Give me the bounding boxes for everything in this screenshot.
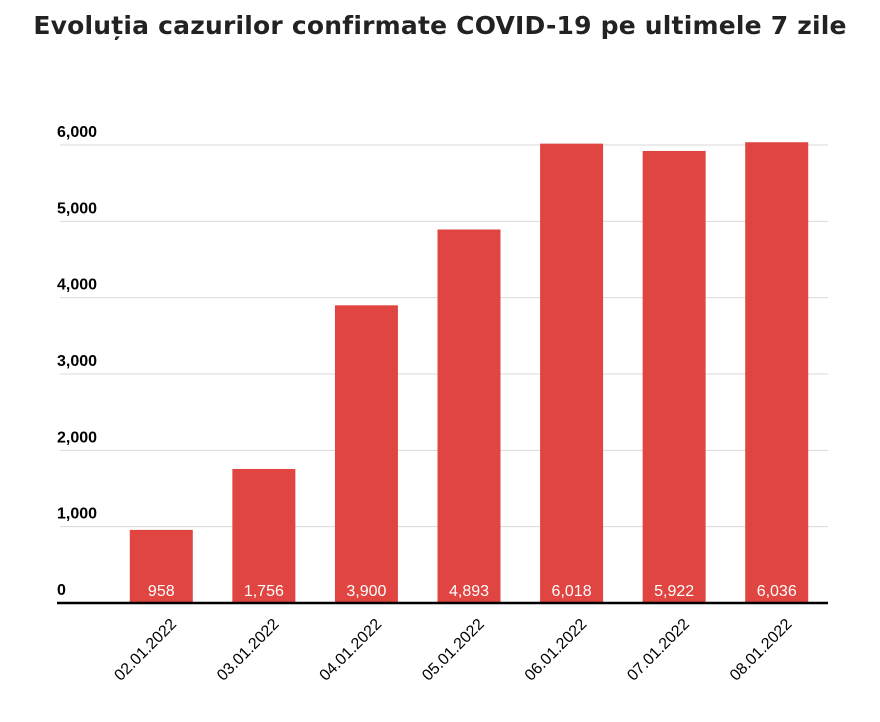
y-tick-label: 1,000: [57, 506, 97, 523]
x-category-label: 08.01.2022: [727, 616, 796, 685]
x-category-label: 05.01.2022: [419, 616, 488, 685]
y-tick-label: 0: [57, 582, 66, 599]
x-category-label: 07.01.2022: [624, 616, 693, 685]
chart-title: Evoluția cazurilor confirmate COVID-19 p…: [33, 11, 847, 40]
bar: [745, 142, 809, 603]
bar: [334, 305, 398, 603]
bars: [129, 142, 809, 604]
x-category-label: 06.01.2022: [522, 616, 591, 685]
bar-value-label: 1,756: [244, 583, 284, 600]
bar: [540, 143, 604, 603]
y-tick-label: 4,000: [57, 277, 97, 294]
x-category-label: 03.01.2022: [214, 616, 283, 685]
x-category-label: 02.01.2022: [111, 616, 180, 685]
bar-value-label: 958: [148, 583, 175, 600]
bar: [642, 150, 706, 604]
bar-value-label: 4,893: [449, 583, 489, 600]
bar-value-label: 3,900: [346, 583, 386, 600]
x-axis-category-labels: 02.01.2022 03.01.2022 04.01.2022 05.01.2022…: [111, 616, 795, 685]
y-tick-label: 5,000: [57, 200, 97, 217]
y-tick-label: 3,000: [57, 353, 97, 370]
y-tick-label: 6,000: [57, 124, 97, 141]
y-tick-label: 2,000: [57, 429, 97, 446]
bar: [129, 529, 193, 603]
x-category-label: 04.01.2022: [317, 616, 386, 685]
bar: [437, 229, 501, 603]
bar-value-label: 6,036: [757, 583, 797, 600]
data-labels: 958 1,756 3,900 4,893 6,018 5,922 6,036: [148, 583, 797, 600]
bar-value-label: 6,018: [552, 583, 592, 600]
y-axis-tick-labels: 0 1,000 2,000 3,000 4,000 5,000 6,000: [57, 124, 97, 599]
bar: [232, 468, 296, 603]
bar-value-label: 5,922: [654, 583, 694, 600]
